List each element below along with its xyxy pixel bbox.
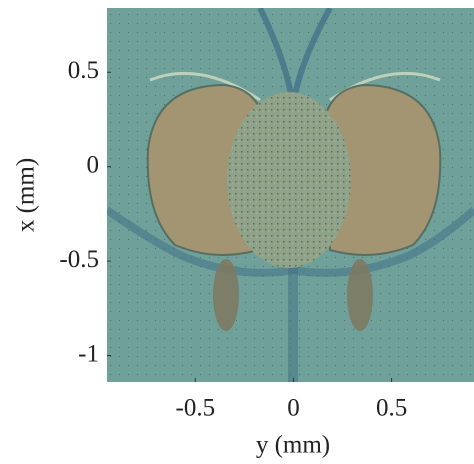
y-tick-label: -0.5	[59, 246, 99, 273]
y-tick-label: -1	[78, 340, 99, 367]
y-tick-label: 0.5	[68, 57, 99, 84]
x-tick-label: -0.5	[176, 395, 216, 422]
x-tick-label: 0	[287, 395, 300, 422]
y-axis-label: x (mm)	[13, 158, 40, 232]
x-tick-label: 0.5	[376, 395, 407, 422]
chart: y (mm) x (mm) -0.5 0 0.5 -1 -0.5 0 0.5	[0, 0, 474, 464]
image-content	[107, 8, 474, 382]
y-tick-label: 0	[87, 151, 100, 178]
x-axis-label: y (mm)	[256, 432, 330, 459]
